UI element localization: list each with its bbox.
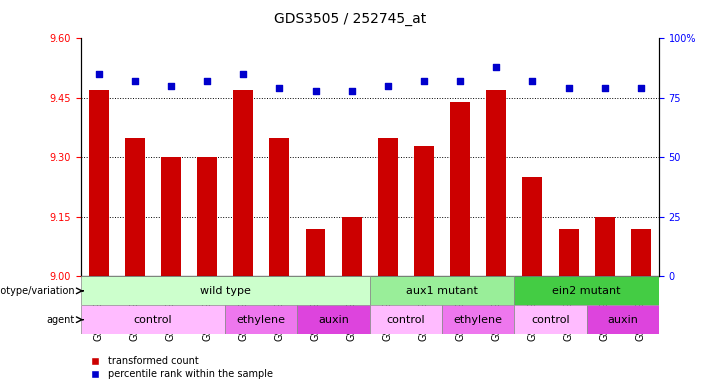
Bar <box>369 276 515 305</box>
Bar <box>342 217 362 276</box>
Bar <box>81 276 370 305</box>
Text: ein2 mutant: ein2 mutant <box>552 286 621 296</box>
Text: ethylene: ethylene <box>237 314 286 325</box>
Bar <box>515 276 659 305</box>
Bar <box>225 305 297 334</box>
Legend: transformed count, percentile rank within the sample: transformed count, percentile rank withi… <box>86 356 273 379</box>
Bar <box>594 217 615 276</box>
Bar <box>631 229 651 276</box>
Point <box>129 78 140 84</box>
Bar <box>306 229 325 276</box>
Text: aux1 mutant: aux1 mutant <box>406 286 478 296</box>
Point <box>274 85 285 91</box>
Bar <box>450 102 470 276</box>
Point <box>93 71 104 77</box>
Bar <box>414 146 434 276</box>
Point <box>418 78 430 84</box>
Bar <box>515 305 587 334</box>
Bar <box>161 157 181 276</box>
Point <box>310 88 321 94</box>
Text: GDS3505 / 252745_at: GDS3505 / 252745_at <box>274 12 427 26</box>
Bar <box>559 229 578 276</box>
Bar <box>369 305 442 334</box>
Text: control: control <box>387 314 426 325</box>
Point <box>491 64 502 70</box>
Point <box>165 83 177 89</box>
Bar <box>442 305 515 334</box>
Point <box>201 78 212 84</box>
Bar <box>522 177 543 276</box>
Point <box>599 85 611 91</box>
Bar <box>197 157 217 276</box>
Text: wild type: wild type <box>200 286 251 296</box>
Bar <box>378 137 397 276</box>
Bar <box>233 90 253 276</box>
Text: auxin: auxin <box>607 314 638 325</box>
Text: auxin: auxin <box>318 314 349 325</box>
Point <box>238 71 249 77</box>
Bar <box>486 90 506 276</box>
Text: control: control <box>134 314 172 325</box>
Text: control: control <box>531 314 570 325</box>
Point <box>382 83 393 89</box>
Point <box>563 85 574 91</box>
Bar <box>269 137 290 276</box>
Text: agent: agent <box>46 314 75 325</box>
Text: genotype/variation: genotype/variation <box>0 286 75 296</box>
Bar <box>89 90 109 276</box>
Text: ethylene: ethylene <box>454 314 503 325</box>
Bar <box>125 137 145 276</box>
Bar <box>587 305 659 334</box>
Point <box>454 78 465 84</box>
Point <box>346 88 358 94</box>
Bar <box>81 305 225 334</box>
Point <box>527 78 538 84</box>
Bar <box>297 305 369 334</box>
Point <box>635 85 646 91</box>
